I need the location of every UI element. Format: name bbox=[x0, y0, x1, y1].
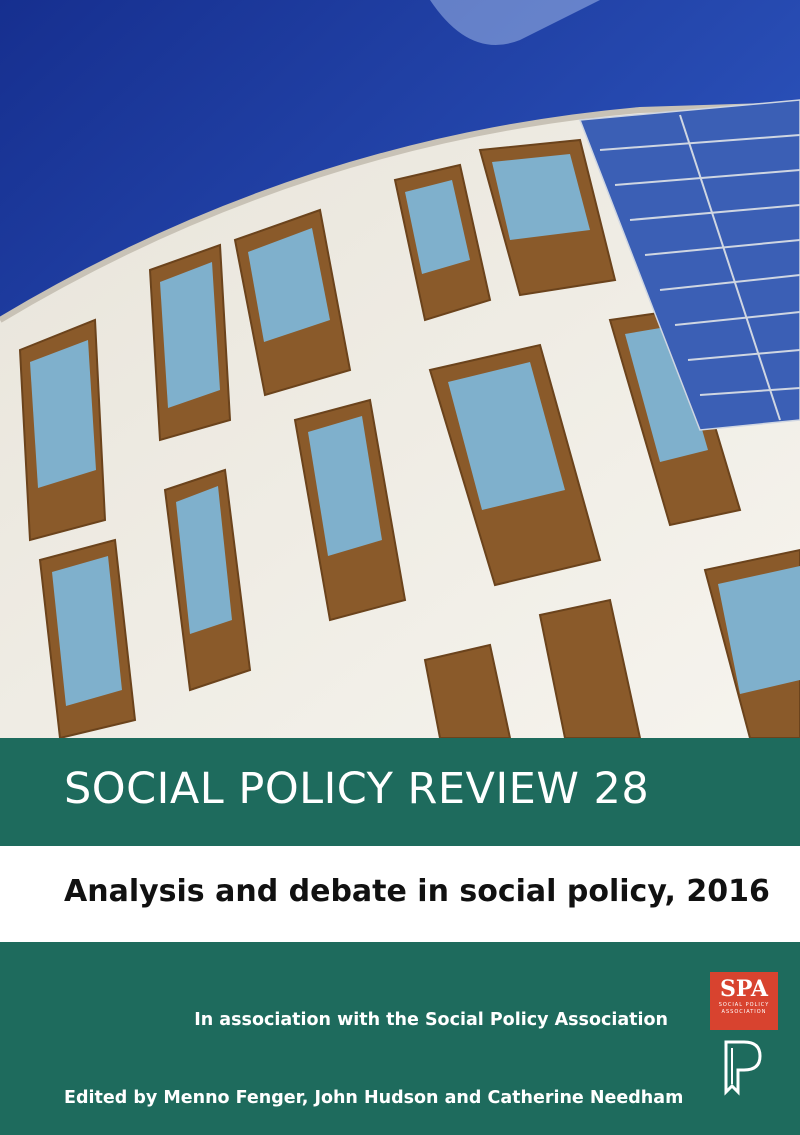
association-text: In association with the Social Policy As… bbox=[194, 1010, 668, 1030]
title-band: SOCIAL POLICY REVIEW 28 bbox=[0, 738, 800, 846]
spa-logo: SPA SOCIAL POLICY ASSOCIATION bbox=[710, 972, 778, 1030]
publisher-p-logo-icon bbox=[724, 1040, 762, 1096]
subtitle-band: Analysis and debate in social policy, 20… bbox=[0, 846, 800, 942]
book-subtitle: Analysis and debate in social policy, 20… bbox=[64, 874, 770, 909]
cover-photo-building bbox=[0, 0, 800, 738]
spa-logo-text: SOCIAL POLICY ASSOCIATION bbox=[718, 1002, 770, 1015]
spa-logo-mark: SPA bbox=[720, 976, 768, 1002]
book-title: SOCIAL POLICY REVIEW 28 bbox=[64, 764, 650, 814]
editors-text: Edited by Menno Fenger, John Hudson and … bbox=[64, 1088, 684, 1108]
credits-band: In association with the Social Policy As… bbox=[0, 942, 800, 1135]
